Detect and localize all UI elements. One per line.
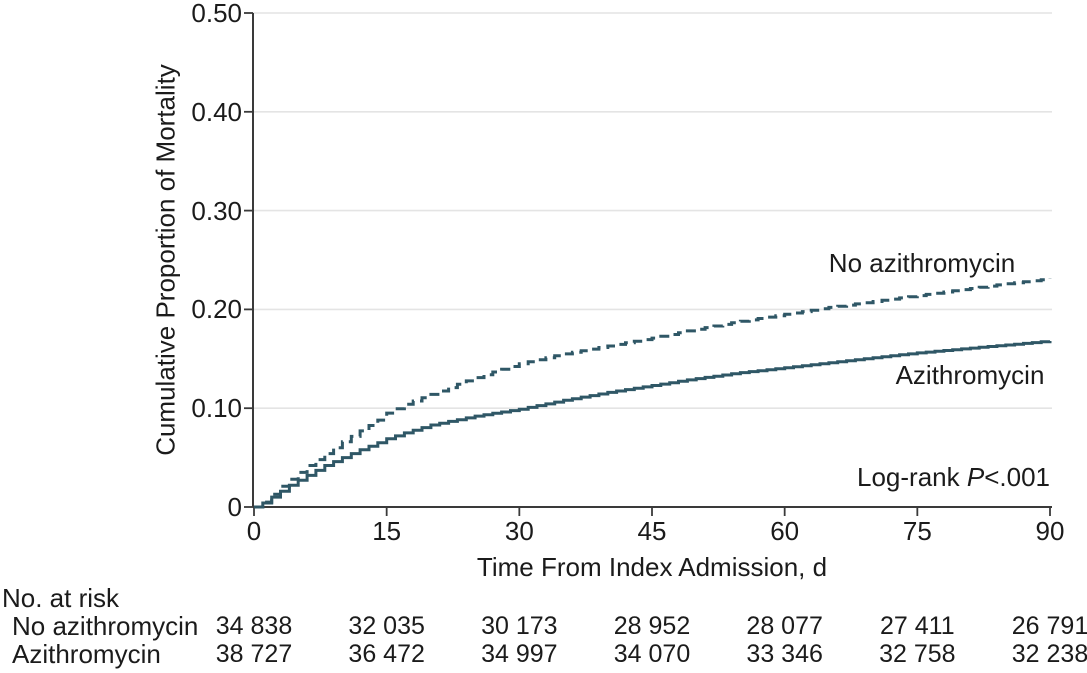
risk-count: 36 472 xyxy=(348,640,425,668)
log-rank-value: <.001 xyxy=(984,462,1050,492)
x-tick-label: 45 xyxy=(637,516,667,546)
x-axis-title: Time From Index Admission, d xyxy=(476,552,828,582)
x-tick-label: 60 xyxy=(770,516,800,546)
risk-table-header: No. at risk xyxy=(2,583,120,613)
y-tick-label: 0.50 xyxy=(191,0,242,28)
log-rank-annotation: Log-rank P<.001 xyxy=(750,462,1050,493)
log-rank-prefix: Log-rank xyxy=(857,462,967,492)
log-rank-p-symbol: P xyxy=(966,462,985,492)
y-tick-label: 0.30 xyxy=(191,195,242,226)
risk-count: 38 727 xyxy=(215,640,293,668)
x-tick-label: 30 xyxy=(504,516,534,546)
risk-count: 26 791 xyxy=(1011,612,1087,640)
risk-count: 28 077 xyxy=(746,612,823,640)
risk-count: 30 173 xyxy=(481,612,558,640)
risk-count: 34 997 xyxy=(481,640,558,668)
risk-count: 34 838 xyxy=(215,612,293,640)
risk-count: 33 346 xyxy=(746,640,823,668)
y-tick-label: 0.40 xyxy=(191,96,242,127)
risk-count: 27 411 xyxy=(880,612,955,640)
risk-row-label-no-azithromycin: No azithromycin xyxy=(12,611,199,641)
y-tick-label: 0.10 xyxy=(191,393,242,424)
risk-count: 32 238 xyxy=(1011,640,1087,668)
risk-count: 32 035 xyxy=(348,612,425,640)
x-tick-label: 0 xyxy=(246,516,262,546)
curve-no-azithromycin xyxy=(254,278,1052,509)
risk-count: 34 070 xyxy=(613,640,691,668)
risk-row-label-azithromycin: Azithromycin xyxy=(12,639,161,669)
series-label-no-azithromycin: No azithromycin xyxy=(828,248,1016,278)
x-tick-label: 75 xyxy=(902,516,932,546)
y-tick-label: 0.20 xyxy=(191,294,242,325)
x-tick-label: 90 xyxy=(1035,516,1065,546)
risk-count: 28 952 xyxy=(613,612,691,640)
risk-count: 32 758 xyxy=(879,640,956,668)
curve-azithromycin xyxy=(254,340,1052,509)
x-tick-label: 15 xyxy=(372,516,402,546)
series-label-azithromycin: Azithromycin xyxy=(895,360,1045,390)
y-tick-label: 0 xyxy=(227,492,242,522)
